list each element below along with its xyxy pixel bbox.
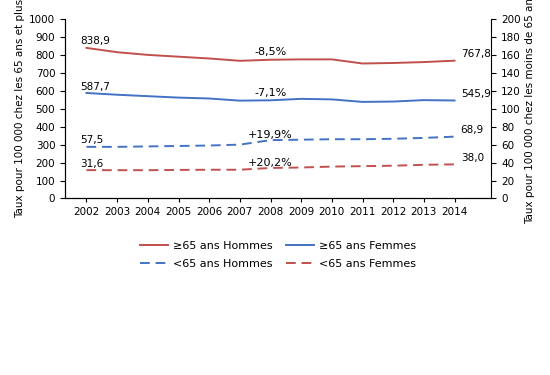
Text: 31,6: 31,6 bbox=[80, 159, 103, 169]
Y-axis label: Taux pour 100 000 chez les 65 ans et plus: Taux pour 100 000 chez les 65 ans et plu… bbox=[15, 0, 25, 218]
Text: 545,9: 545,9 bbox=[461, 89, 491, 99]
Text: 767,8: 767,8 bbox=[461, 49, 491, 59]
Text: 838,9: 838,9 bbox=[80, 36, 110, 46]
Legend: <65 ans Hommes, <65 ans Femmes: <65 ans Hommes, <65 ans Femmes bbox=[135, 254, 421, 273]
Text: +20,2%: +20,2% bbox=[248, 158, 293, 168]
Y-axis label: Taux pour 100 000 chez les moins de 65 ans: Taux pour 100 000 chez les moins de 65 a… bbox=[525, 0, 535, 225]
Text: -7,1%: -7,1% bbox=[255, 88, 287, 98]
Text: -8,5%: -8,5% bbox=[255, 46, 287, 57]
Text: 57,5: 57,5 bbox=[80, 135, 103, 146]
Text: +19,9%: +19,9% bbox=[248, 130, 293, 140]
Text: 68,9: 68,9 bbox=[461, 125, 484, 135]
Text: 587,7: 587,7 bbox=[80, 81, 110, 92]
Text: 38,0: 38,0 bbox=[461, 153, 484, 163]
